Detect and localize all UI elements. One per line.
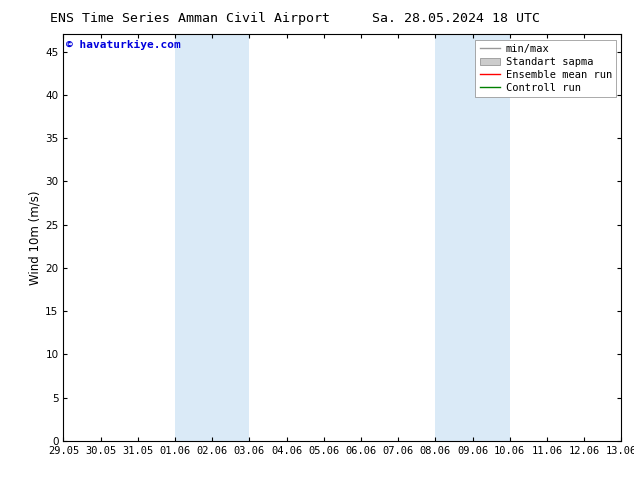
Text: ENS Time Series Amman Civil Airport: ENS Time Series Amman Civil Airport (50, 12, 330, 25)
Text: © havaturkiye.com: © havaturkiye.com (66, 40, 181, 50)
Y-axis label: Wind 10m (m/s): Wind 10m (m/s) (28, 191, 41, 285)
Bar (436, 34, 510, 441)
Bar (175, 34, 249, 441)
Legend: min/max, Standart sapma, Ensemble mean run, Controll run: min/max, Standart sapma, Ensemble mean r… (476, 40, 616, 97)
Text: Sa. 28.05.2024 18 UTC: Sa. 28.05.2024 18 UTC (373, 12, 540, 25)
